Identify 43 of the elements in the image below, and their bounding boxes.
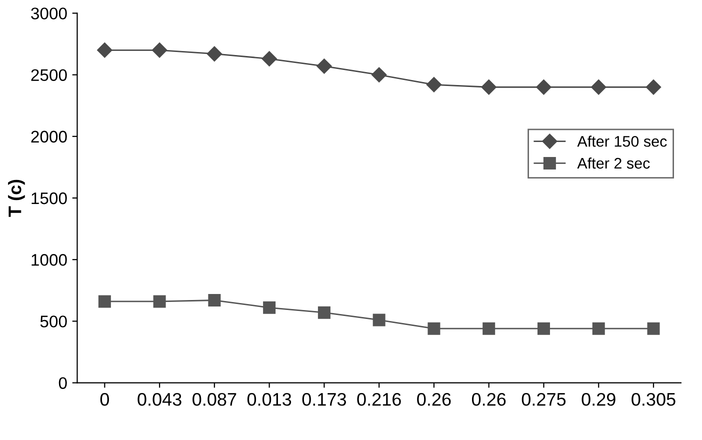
y-tick-label: 2000: [31, 130, 67, 143]
legend-label: After 2 sec: [577, 157, 650, 169]
y-tick-label: 1000: [32, 254, 67, 266]
y-tick-label: 0: [58, 377, 67, 390]
point: [97, 42, 112, 58]
point: [318, 306, 330, 319]
point: [98, 295, 111, 308]
y-tick-label: 1500: [32, 192, 67, 204]
x-tick-label: 0.275: [522, 393, 566, 406]
point: [647, 322, 660, 335]
x-tick-label: 0.26: [472, 393, 506, 406]
x-tick-label: 0.26: [417, 393, 451, 406]
x-tick-label: 0: [100, 393, 109, 406]
point: [262, 51, 277, 66]
y-tick-label: 2500: [31, 69, 67, 82]
point: [428, 322, 440, 335]
y-tick-label: 3000: [31, 8, 67, 20]
x-tick-label: 0.173: [302, 393, 346, 406]
point: [263, 301, 276, 314]
point: [153, 295, 166, 308]
point: [426, 77, 442, 92]
point: [206, 46, 222, 62]
point: [372, 314, 386, 326]
x-tick-label: 0.087: [192, 393, 236, 406]
point: [592, 322, 605, 335]
x-tick-label: 0.29: [582, 393, 616, 406]
point: [372, 67, 387, 82]
x-tick-label: 0.216: [357, 393, 401, 406]
legend-label: After 150 sec: [577, 136, 667, 147]
point: [646, 80, 662, 95]
point: [536, 80, 552, 95]
point: [152, 42, 168, 58]
point: [316, 58, 332, 74]
x-tick-label: 0.043: [138, 393, 182, 406]
point: [208, 294, 221, 307]
x-tick-label: 0.013: [247, 393, 292, 406]
y-tick-label: 500: [40, 316, 67, 328]
x-tick-label: 0.305: [632, 393, 676, 406]
point: [482, 322, 496, 335]
point: [591, 80, 606, 95]
y-axis-title: T (c): [8, 180, 25, 217]
point: [537, 322, 550, 335]
point: [481, 80, 496, 95]
